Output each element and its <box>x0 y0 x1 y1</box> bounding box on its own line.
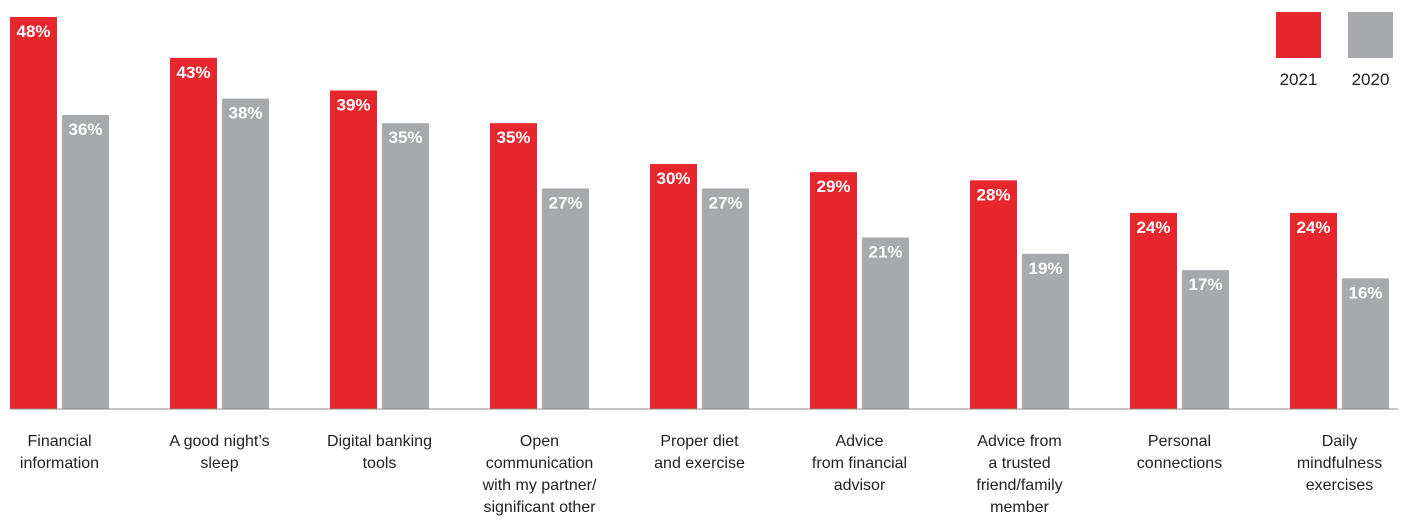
bar-2021-2 <box>170 57 217 409</box>
bar-2021-7 <box>970 180 1017 409</box>
category-label-9: Daily mindfulness exercises <box>1297 433 1382 494</box>
bar-2021-5 <box>650 164 697 409</box>
category-label-line: friend/family <box>976 477 1062 494</box>
category-label-line: exercises <box>1306 477 1374 494</box>
data-label-2020-9: 16% <box>1348 283 1382 302</box>
category-label-line: with my partner/ <box>482 477 597 494</box>
data-label-2021-5: 30% <box>656 169 690 188</box>
category-label-line: from financial <box>812 455 907 472</box>
category-label-line: Daily <box>1322 433 1358 450</box>
legend-swatch-2020 <box>1348 12 1393 58</box>
category-label-line: communication <box>486 455 594 472</box>
bar-2020-2 <box>222 98 269 410</box>
bar-2021-3 <box>330 90 377 409</box>
data-label-2021-1: 48% <box>16 22 50 41</box>
bar-2020-1 <box>62 115 109 409</box>
category-labels-group: Financial information A good night’s sleep D… <box>20 433 1382 516</box>
data-label-2020-4: 27% <box>548 194 582 213</box>
category-label-5: Proper diet and exercise <box>654 433 745 472</box>
bar-2020-4 <box>542 188 589 409</box>
category-label-4: Open communication with my partner/signifi… <box>482 433 597 516</box>
category-label-3: Digital banking tools <box>327 433 432 472</box>
bar-2021-9 <box>1290 213 1337 409</box>
category-label-line: Financial <box>27 433 91 450</box>
category-label-line: Advice <box>835 433 883 450</box>
legend-label-2021: 2021 <box>1280 70 1318 89</box>
legend-label-2020: 2020 <box>1352 70 1390 89</box>
data-label-2021-6: 29% <box>816 177 850 196</box>
data-label-2020-1: 36% <box>68 120 102 139</box>
bar-2020-6 <box>862 237 909 409</box>
bar-2020-8 <box>1182 270 1229 409</box>
category-label-line: connections <box>1137 455 1222 472</box>
bar-2021-1 <box>10 17 57 409</box>
category-label-line: Open <box>520 433 559 450</box>
category-label-6: Advice from financial advisor <box>812 433 907 494</box>
data-label-2021-9: 24% <box>1296 218 1330 237</box>
category-label-8: Personal connections <box>1137 433 1222 472</box>
category-label-line: tools <box>363 455 397 472</box>
category-label-line: information <box>20 455 99 472</box>
category-label-line: A good night’s <box>169 433 269 450</box>
data-label-2020-5: 27% <box>708 194 742 213</box>
bars-group: 48% 36% 43% 38% 39% 35% 35% 27% 30% 27% 29% 21% 28% 1… <box>10 17 1389 410</box>
data-label-2020-6: 21% <box>868 243 902 262</box>
legend: 2021 2020 <box>1276 12 1393 89</box>
category-label-line: member <box>990 499 1049 516</box>
data-label-2020-7: 19% <box>1028 259 1062 278</box>
category-label-line: mindfulness <box>1297 455 1382 472</box>
bar-2020-7 <box>1022 253 1069 409</box>
data-label-2021-7: 28% <box>976 185 1010 204</box>
category-label-line: Advice from <box>977 433 1061 450</box>
category-label-line: and exercise <box>654 455 745 472</box>
category-label-line: Digital banking <box>327 433 432 450</box>
data-label-2021-4: 35% <box>496 128 530 147</box>
legend-swatch-2021 <box>1276 12 1321 58</box>
category-label-line: Proper diet <box>660 433 739 450</box>
bar-2021-6 <box>810 172 857 409</box>
category-label-line: Personal <box>1148 433 1211 450</box>
bar-2021-4 <box>490 123 537 410</box>
data-label-2020-3: 35% <box>388 128 422 147</box>
category-label-2: A good night’s sleep <box>169 433 269 472</box>
data-label-2020-8: 17% <box>1188 275 1222 294</box>
category-label-line: sleep <box>200 455 238 472</box>
category-label-1: Financial information <box>20 433 99 472</box>
category-label-line: advisor <box>834 477 886 494</box>
bar-2020-3 <box>382 123 429 410</box>
category-label-line: significant other <box>483 499 596 516</box>
bar-2020-9 <box>1342 278 1389 409</box>
data-label-2021-3: 39% <box>336 96 370 115</box>
bar-2021-8 <box>1130 213 1177 409</box>
category-label-7: Advice from a trusted friend/family member <box>976 433 1062 516</box>
data-label-2021-2: 43% <box>176 63 210 82</box>
data-label-2021-8: 24% <box>1136 218 1170 237</box>
category-label-line: a trusted <box>988 455 1050 472</box>
data-label-2020-2: 38% <box>228 104 262 123</box>
bar-2020-5 <box>702 188 749 409</box>
